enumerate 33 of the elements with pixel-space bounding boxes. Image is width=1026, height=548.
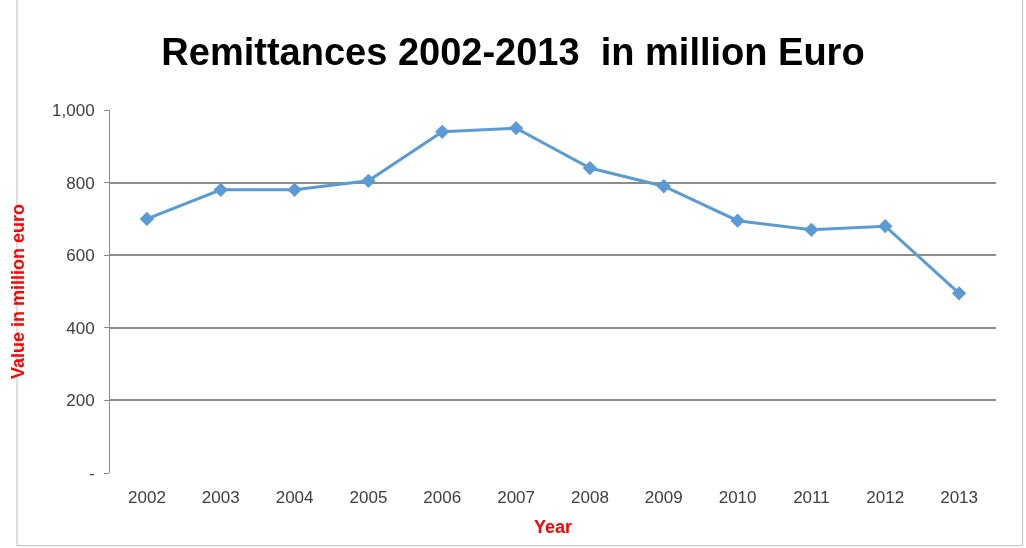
x-tick-label: 2002: [128, 488, 166, 507]
point: [435, 124, 450, 139]
x-tick-label: 2005: [349, 488, 388, 507]
point: [582, 160, 598, 176]
x-tick-label: 2004: [275, 488, 314, 507]
point: [730, 213, 745, 228]
x-tick-label: 2009: [644, 488, 683, 507]
chart-title: Remittances 2002-2013 in million Euro: [161, 30, 865, 73]
y-tick-label: 200: [66, 391, 95, 411]
point: [213, 182, 228, 198]
x-tick-label: 2012: [866, 488, 905, 507]
x-tick-label: 2003: [201, 488, 240, 507]
point: [878, 219, 893, 234]
point: [951, 286, 967, 301]
point: [508, 121, 524, 136]
x-tick-label: 2013: [940, 488, 978, 507]
y-tick-label: 800: [66, 173, 95, 193]
y-tick-label: 1,000: [52, 100, 95, 120]
x-tick-label: 2010: [718, 488, 757, 507]
x-tick-label: 2007: [497, 488, 535, 507]
y-tick-label: 400: [66, 318, 95, 338]
y-axis-title: Value in million euro: [8, 203, 29, 380]
x-tick-label: 2008: [571, 488, 609, 507]
point: [361, 173, 376, 188]
y-tick-label: 600: [66, 246, 95, 266]
x-axis-title: Year: [533, 517, 573, 538]
y-tick-label: -: [88, 463, 95, 483]
point: [139, 211, 155, 227]
point: [287, 182, 302, 198]
point: [656, 179, 671, 194]
point: [804, 222, 819, 237]
x-tick-label: 2011: [793, 488, 830, 507]
x-tick-label: 2006: [423, 488, 462, 507]
